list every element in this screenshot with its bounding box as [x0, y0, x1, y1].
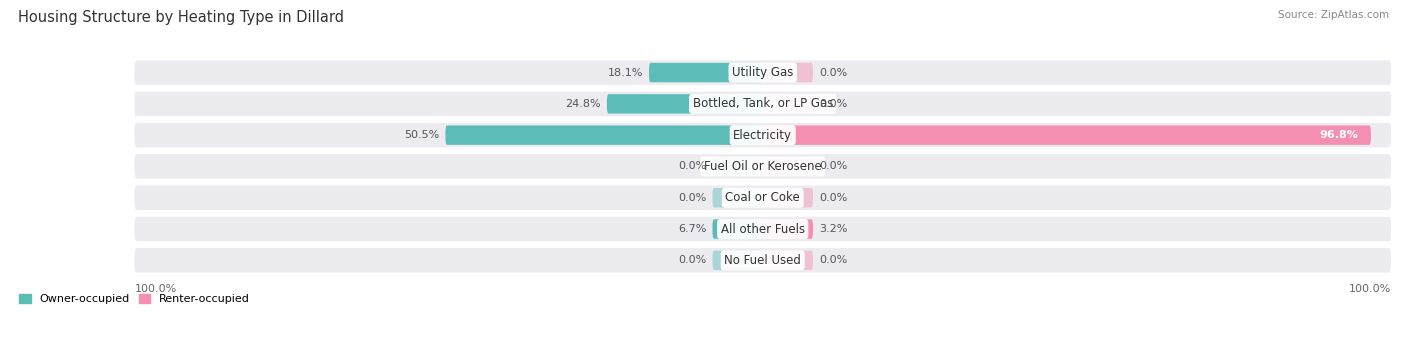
FancyBboxPatch shape [762, 125, 1371, 145]
Text: 18.1%: 18.1% [607, 68, 643, 77]
FancyBboxPatch shape [713, 157, 762, 176]
Text: All other Fuels: All other Fuels [721, 223, 804, 236]
Text: Fuel Oil or Kerosene: Fuel Oil or Kerosene [704, 160, 821, 173]
FancyBboxPatch shape [607, 94, 762, 114]
FancyBboxPatch shape [713, 188, 762, 207]
Text: 0.0%: 0.0% [820, 68, 848, 77]
Text: 0.0%: 0.0% [820, 161, 848, 172]
FancyBboxPatch shape [135, 154, 1391, 179]
Text: 24.8%: 24.8% [565, 99, 600, 109]
Text: 0.0%: 0.0% [820, 255, 848, 265]
FancyBboxPatch shape [135, 248, 1391, 272]
Text: 100.0%: 100.0% [1348, 284, 1391, 294]
Text: Coal or Coke: Coal or Coke [725, 191, 800, 204]
Text: 50.5%: 50.5% [404, 130, 439, 140]
FancyBboxPatch shape [762, 63, 813, 82]
FancyBboxPatch shape [713, 251, 762, 270]
Text: Electricity: Electricity [733, 129, 792, 142]
FancyBboxPatch shape [713, 219, 762, 239]
FancyBboxPatch shape [446, 125, 762, 145]
Text: 0.0%: 0.0% [678, 193, 706, 203]
FancyBboxPatch shape [135, 92, 1391, 116]
FancyBboxPatch shape [762, 219, 813, 239]
FancyBboxPatch shape [762, 94, 813, 114]
Text: 96.8%: 96.8% [1319, 130, 1358, 140]
FancyBboxPatch shape [135, 60, 1391, 85]
Text: 100.0%: 100.0% [135, 284, 177, 294]
Text: 6.7%: 6.7% [678, 224, 706, 234]
Text: Bottled, Tank, or LP Gas: Bottled, Tank, or LP Gas [693, 98, 832, 110]
Text: Housing Structure by Heating Type in Dillard: Housing Structure by Heating Type in Dil… [18, 10, 344, 25]
Legend: Owner-occupied, Renter-occupied: Owner-occupied, Renter-occupied [15, 290, 254, 309]
Text: 0.0%: 0.0% [820, 99, 848, 109]
FancyBboxPatch shape [650, 63, 762, 82]
Text: Utility Gas: Utility Gas [733, 66, 793, 79]
Text: 3.2%: 3.2% [820, 224, 848, 234]
FancyBboxPatch shape [135, 123, 1391, 147]
FancyBboxPatch shape [762, 188, 813, 207]
FancyBboxPatch shape [135, 217, 1391, 241]
Text: 0.0%: 0.0% [678, 161, 706, 172]
FancyBboxPatch shape [762, 157, 813, 176]
Text: No Fuel Used: No Fuel Used [724, 254, 801, 267]
Text: Source: ZipAtlas.com: Source: ZipAtlas.com [1278, 10, 1389, 20]
FancyBboxPatch shape [135, 186, 1391, 210]
Text: 0.0%: 0.0% [678, 255, 706, 265]
Text: 0.0%: 0.0% [820, 193, 848, 203]
FancyBboxPatch shape [762, 251, 813, 270]
